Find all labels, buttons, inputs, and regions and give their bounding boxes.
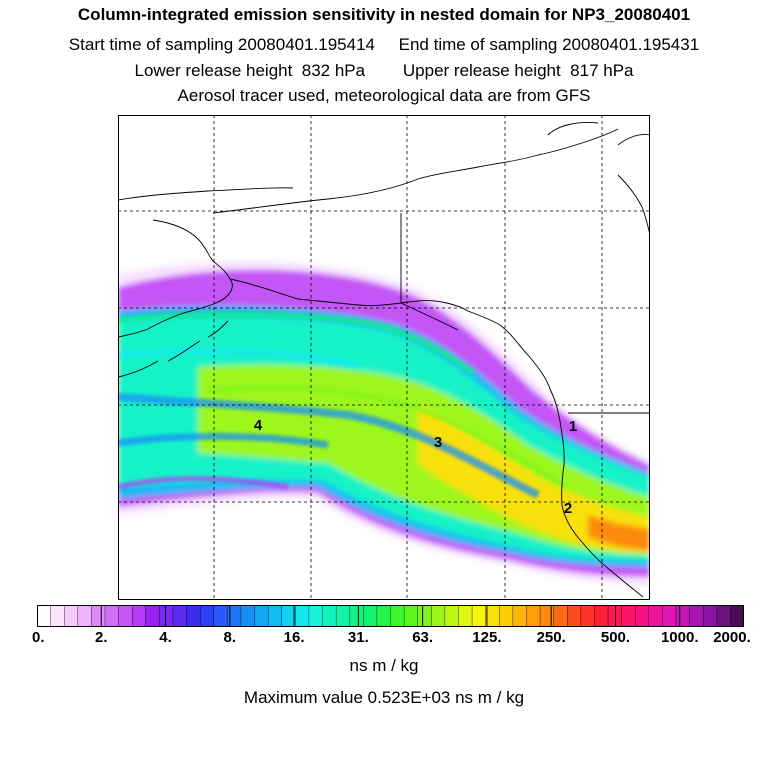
colorbar-cell [621, 605, 636, 627]
map-label-4: 4 [254, 417, 263, 434]
tracer-info: Aerosol tracer used, meteorological data… [177, 86, 591, 105]
colorbar-cell [131, 605, 147, 627]
coast-alaska-west [118, 219, 233, 338]
colorbar-cell [403, 605, 419, 627]
colorbar-cell [567, 605, 582, 627]
colorbar-cell [91, 605, 106, 627]
coast-usa-west [559, 420, 644, 598]
colorbar-tick-label: 0. [31, 629, 45, 646]
colorbar-cell [580, 605, 596, 627]
colorbar-cell [471, 605, 487, 627]
colorbar-cell [635, 605, 650, 627]
plume-streak-cyan-1 [118, 347, 359, 368]
colorbar-cell [145, 605, 161, 627]
colorbar-cell [308, 605, 324, 627]
colorbar-tick-label: 125. [472, 629, 502, 646]
colorbar-cell [363, 605, 378, 627]
colorbar-cell [539, 605, 555, 627]
coast-alaska-north [212, 154, 539, 214]
colorbar-cell [431, 605, 446, 627]
colorbar-cell [240, 605, 256, 627]
map-label-2: 2 [564, 500, 572, 517]
colorbar-cell [689, 605, 704, 627]
colorbar-cells [37, 605, 744, 627]
colorbar-cell [594, 605, 609, 627]
map-label-1: 1 [569, 418, 577, 435]
colorbar-tick-label: 31. [347, 629, 369, 646]
colorbar-cell [267, 605, 283, 627]
plume-orange-core [588, 515, 650, 551]
colorbar-cell [37, 605, 52, 627]
border-alaska-canada [400, 213, 459, 331]
colorbar-cell [417, 605, 432, 627]
map-panel: 4 3 1 2 [118, 115, 650, 600]
coast-arctic-islands [537, 122, 650, 156]
colorbar-cell [254, 605, 269, 627]
graticule [118, 115, 650, 600]
colorbar-tick-label: 16. [283, 629, 305, 646]
colorbar-cell [662, 605, 677, 627]
colorbar-tick-label: 1000. [660, 629, 699, 646]
colorbar-cell [295, 605, 310, 627]
coast-hudson-bay [617, 174, 650, 236]
colorbar-cell [390, 605, 405, 627]
colorbar-cell [159, 605, 174, 627]
colorbar-tick-label: 4. [159, 629, 172, 646]
colorbar-cell [458, 605, 473, 627]
colorbar-cell [526, 605, 541, 627]
colorbar-cell [675, 605, 691, 627]
map-label-3: 3 [434, 434, 442, 451]
release-heights: Lower release height 832 hPa Upper relea… [134, 61, 634, 80]
colorbar-units: ns m / kg [349, 656, 419, 675]
colorbar-cell [199, 605, 215, 627]
map-frame [118, 115, 650, 600]
coast-aleutians [118, 320, 229, 378]
colorbar-cell [322, 605, 337, 627]
plume-streak-blue-2 [118, 432, 329, 449]
coast-alaska-south [229, 278, 501, 326]
sampling-times: Start time of sampling 20080401.195414 E… [68, 35, 700, 54]
colorbar-cell [104, 605, 120, 627]
maximum-value-label: Maximum value 0.523E+03 ns m / kg [243, 688, 525, 707]
colorbar-cell [376, 605, 392, 627]
plume-streak-magenta-1 [118, 476, 289, 490]
colorbar-tick-label: 8. [223, 629, 237, 646]
coast-canada-west [499, 324, 561, 422]
coastlines [118, 122, 650, 598]
plume-yellow-core [418, 405, 650, 553]
coast-kamchatka-chukotka [118, 187, 294, 201]
colorbar-cell [499, 605, 514, 627]
colorbar-cell [349, 605, 365, 627]
colorbar [37, 605, 744, 627]
colorbar-cell [63, 605, 79, 627]
colorbar-cell [485, 605, 500, 627]
plume-streak-green-1 [118, 311, 475, 376]
colorbar-cell [703, 605, 718, 627]
colorbar-cell [118, 605, 133, 627]
colorbar-cell [730, 605, 744, 627]
borders [400, 213, 650, 414]
colorbar-cell [553, 605, 568, 627]
colorbar-cell [172, 605, 188, 627]
colorbar-tick-label: 63. [412, 629, 434, 646]
colorbar-cell [50, 605, 65, 627]
colorbar-cell [512, 605, 528, 627]
plot-title: Column-integrated emission sensitivity i… [77, 5, 691, 24]
colorbar-cell [77, 605, 93, 627]
colorbar-cell [186, 605, 201, 627]
colorbar-cell [716, 605, 732, 627]
plume-streak-blue-1 [118, 393, 540, 499]
colorbar-tick-label: 2. [95, 629, 108, 646]
colorbar-tick-label: 250. [536, 629, 566, 646]
colorbar-cell [335, 605, 351, 627]
colorbar-tick-label: 500. [600, 629, 631, 646]
colorbar-cell [213, 605, 229, 627]
colorbar-cell [648, 605, 664, 627]
colorbar-cell [444, 605, 460, 627]
colorbar-tick-label: 2000. [713, 629, 751, 646]
